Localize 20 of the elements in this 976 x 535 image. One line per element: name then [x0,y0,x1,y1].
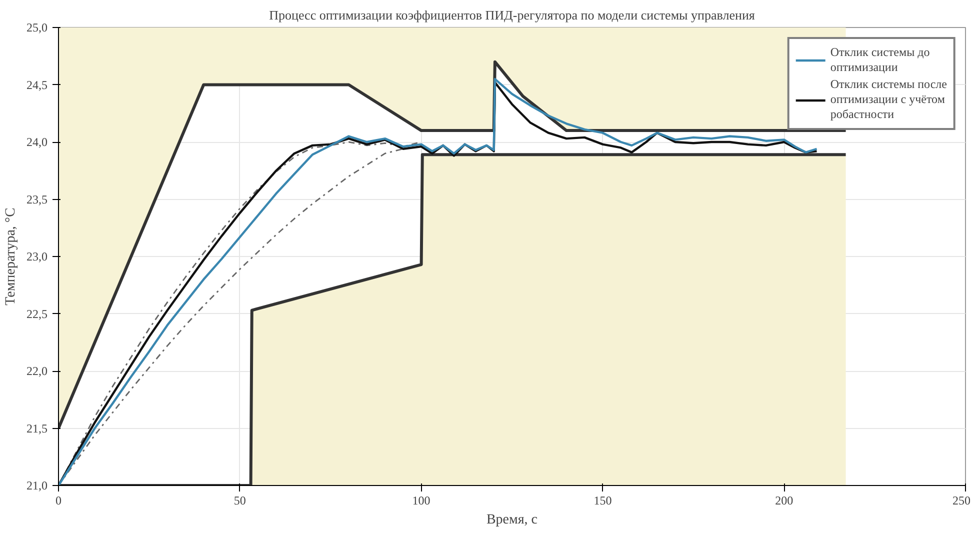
x-tick-label: 0 [56,494,62,508]
y-tick-label: 21,0 [26,478,48,492]
y-axis-title: Температура, °C [4,208,18,306]
y-tick-label: 24,0 [26,135,48,149]
y-tick-label: 22,0 [26,364,48,378]
y-tick-label: 24,5 [26,78,48,92]
y-tick-label: 25,0 [26,20,48,34]
x-tick-label: 100 [412,494,430,508]
y-tick-label: 23,0 [26,250,48,264]
legend-label: Отклик системы после оптимизации с учётом робастности [830,77,947,122]
y-tick-label: 23,5 [26,192,48,206]
y-tick-label: 22,5 [26,306,48,321]
x-tick-label: 250 [952,494,970,508]
x-tick-label: 150 [594,494,612,508]
y-tick-label: 21,5 [26,421,48,436]
x-tick-label: 200 [775,494,794,508]
x-tick-label: 50 [234,494,246,508]
legend-label: Отклик системы до оптимизации [830,45,930,75]
x-axis-title: Время, с [486,512,538,528]
chart-title: Процесс оптимизации коэффициентов ПИД-регулятора по модели системы управления [269,8,755,22]
